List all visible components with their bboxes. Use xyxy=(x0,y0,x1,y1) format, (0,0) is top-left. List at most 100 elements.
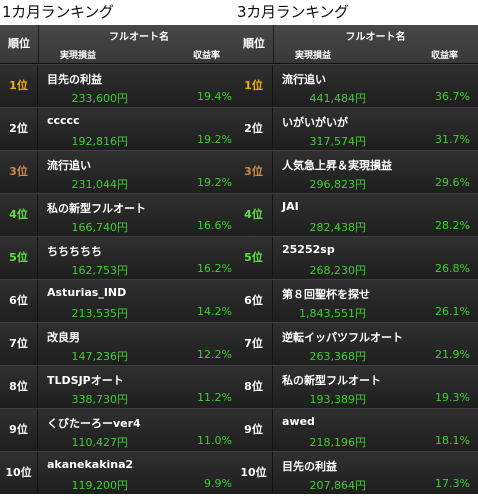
return-rate-value: 9.9% xyxy=(204,477,232,490)
ranking-table: 順位 フルオート名 実現損益 収益率 1位 流行追い 441,484円 36.7% 2位… xyxy=(235,25,478,494)
fullauto-name-link[interactable]: akanekakina2 xyxy=(47,458,134,471)
fullauto-name-link[interactable]: 目先の利益 xyxy=(282,460,337,473)
realized-profit-value: 231,044円 xyxy=(71,178,129,191)
realized-profit-value: 119,200円 xyxy=(71,479,129,492)
table-row[interactable]: 6位 Asturias_IND 213,535円 14.2% xyxy=(0,279,240,322)
realized-profit-value: 162,753円 xyxy=(71,264,129,277)
name-column-header: フルオート名 xyxy=(109,32,169,43)
table-row[interactable]: 6位 第８回聖杯を探せ 1,843,551円 26.1% xyxy=(235,279,478,322)
rate-column-header: 収益率 xyxy=(192,51,220,61)
realized-profit-value: 193,389円 xyxy=(309,393,367,406)
return-rate-value: 19.2% xyxy=(197,176,232,189)
rank-cell: 5位 xyxy=(235,237,273,279)
fullauto-name-link[interactable]: ccccc xyxy=(47,114,80,127)
realized-profit-value: 147,236円 xyxy=(71,350,129,363)
rank-cell: 9位 xyxy=(0,409,38,451)
rank-cell: 3位 xyxy=(235,151,273,193)
rank-cell: 7位 xyxy=(0,323,38,365)
fullauto-name-link[interactable]: 私の新型フルオート xyxy=(282,374,381,387)
ranking-1month-panel: 1カ月ランキング 順位 フルオート名 実現損益 収益率 1位 目先の利益 233,6… xyxy=(0,0,240,494)
ranking-3month-panel: 3カ月ランキング 順位 フルオート名 実現損益 収益率 1位 流行追い 441,48… xyxy=(235,0,478,494)
fullauto-name-link[interactable]: 第８回聖杯を探せ xyxy=(282,288,370,301)
fullauto-name-link[interactable]: 逆転イッパツフルオート xyxy=(282,331,403,344)
return-rate-value: 17.3% xyxy=(435,477,470,490)
table-row[interactable]: 10位 目先の利益 207,864円 17.3% xyxy=(235,451,478,494)
rank-cell: 10位 xyxy=(235,452,273,494)
return-rate-value: 11.0% xyxy=(197,434,232,447)
realized-profit-value: 1,843,551円 xyxy=(299,307,366,320)
rate-column-header: 収益率 xyxy=(430,51,458,61)
realized-profit-value: 192,816円 xyxy=(71,135,129,148)
return-rate-value: 14.2% xyxy=(197,305,232,318)
rank-cell: 5位 xyxy=(0,237,38,279)
rank-cell: 1位 xyxy=(0,65,38,107)
rank-cell: 6位 xyxy=(0,280,38,322)
table-row[interactable]: 8位 TLDSJPオート 338,730円 11.2% xyxy=(0,365,240,408)
table-row[interactable]: 9位 awed 218,196円 18.1% xyxy=(235,408,478,451)
return-rate-value: 12.2% xyxy=(197,348,232,361)
fullauto-name-link[interactable]: ちちちちち xyxy=(47,245,102,258)
panel-title: 3カ月ランキング xyxy=(237,3,349,21)
return-rate-value: 36.7% xyxy=(435,90,470,103)
return-rate-value: 26.8% xyxy=(435,262,470,275)
fullauto-name-link[interactable]: いがいがいが xyxy=(282,116,348,129)
return-rate-value: 31.7% xyxy=(435,133,470,146)
return-rate-value: 26.1% xyxy=(435,305,470,318)
table-row[interactable]: 5位 25252sp 268,230円 26.8% xyxy=(235,236,478,279)
rank-column-header: 順位 xyxy=(0,25,39,63)
table-row[interactable]: 9位 くびたーろーver4 110,427円 11.0% xyxy=(0,408,240,451)
realized-profit-value: 263,368円 xyxy=(309,350,367,363)
rank-cell: 2位 xyxy=(0,108,38,150)
table-row[interactable]: 1位 目先の利益 233,600円 19.4% xyxy=(0,64,240,107)
fullauto-name-link[interactable]: くびたーろーver4 xyxy=(47,417,141,430)
table-header: 順位 フルオート名 実現損益 収益率 xyxy=(0,25,240,64)
return-rate-value: 19.2% xyxy=(197,133,232,146)
return-rate-value: 16.2% xyxy=(197,262,232,275)
fullauto-name-link[interactable]: 人気急上昇＆実現損益 xyxy=(282,159,392,172)
realized-profit-value: 233,600円 xyxy=(71,92,129,105)
profit-column-header: 実現損益 xyxy=(295,51,332,61)
table-row[interactable]: 2位 ccccc 192,816円 19.2% xyxy=(0,107,240,150)
table-row[interactable]: 4位 私の新型フルオート 166,740円 16.6% xyxy=(0,193,240,236)
table-row[interactable]: 8位 私の新型フルオート 193,389円 19.3% xyxy=(235,365,478,408)
fullauto-name-link[interactable]: TLDSJPオート xyxy=(47,374,124,387)
fullauto-name-link[interactable]: 流行追い xyxy=(282,73,326,86)
table-row[interactable]: 5位 ちちちちち 162,753円 16.2% xyxy=(0,236,240,279)
fullauto-name-link[interactable]: 改良男 xyxy=(47,331,80,344)
return-rate-value: 18.1% xyxy=(435,434,470,447)
ranking-table: 順位 フルオート名 実現損益 収益率 1位 目先の利益 233,600円 19.4% 2… xyxy=(0,25,240,494)
return-rate-value: 16.6% xyxy=(197,219,232,232)
rank-cell: 2位 xyxy=(235,108,273,150)
fullauto-name-link[interactable]: 私の新型フルオート xyxy=(47,202,146,215)
table-row[interactable]: 10位 akanekakina2 119,200円 9.9% xyxy=(0,451,240,494)
fullauto-name-link[interactable]: JAI xyxy=(282,200,299,213)
fullauto-name-link[interactable]: 25252sp xyxy=(282,243,335,256)
realized-profit-value: 166,740円 xyxy=(71,221,129,234)
table-row[interactable]: 4位 JAI 282,438円 28.2% xyxy=(235,193,478,236)
fullauto-name-link[interactable]: 目先の利益 xyxy=(47,73,102,86)
realized-profit-value: 282,438円 xyxy=(309,221,367,234)
realized-profit-value: 110,427円 xyxy=(71,436,129,449)
table-header: 順位 フルオート名 実現損益 収益率 xyxy=(235,25,478,64)
fullauto-name-link[interactable]: awed xyxy=(282,415,315,428)
rank-cell: 10位 xyxy=(0,452,38,494)
return-rate-value: 19.4% xyxy=(197,90,232,103)
table-row[interactable]: 7位 逆転イッパツフルオート 263,368円 21.9% xyxy=(235,322,478,365)
return-rate-value: 19.3% xyxy=(435,391,470,404)
realized-profit-value: 296,823円 xyxy=(309,178,367,191)
fullauto-name-link[interactable]: 流行追い xyxy=(47,159,91,172)
return-rate-value: 11.2% xyxy=(197,391,232,404)
realized-profit-value: 317,574円 xyxy=(309,135,367,148)
rank-cell: 4位 xyxy=(0,194,38,236)
return-rate-value: 28.2% xyxy=(435,219,470,232)
table-row[interactable]: 1位 流行追い 441,484円 36.7% xyxy=(235,64,478,107)
realized-profit-value: 207,864円 xyxy=(309,479,367,492)
table-row[interactable]: 3位 流行追い 231,044円 19.2% xyxy=(0,150,240,193)
name-column-header: フルオート名 xyxy=(345,32,406,43)
table-row[interactable]: 7位 改良男 147,236円 12.2% xyxy=(0,322,240,365)
rank-cell: 4位 xyxy=(235,194,273,236)
table-row[interactable]: 2位 いがいがいが 317,574円 31.7% xyxy=(235,107,478,150)
fullauto-name-link[interactable]: Asturias_IND xyxy=(47,286,127,299)
table-row[interactable]: 3位 人気急上昇＆実現損益 296,823円 29.6% xyxy=(235,150,478,193)
realized-profit-value: 218,196円 xyxy=(309,436,367,449)
